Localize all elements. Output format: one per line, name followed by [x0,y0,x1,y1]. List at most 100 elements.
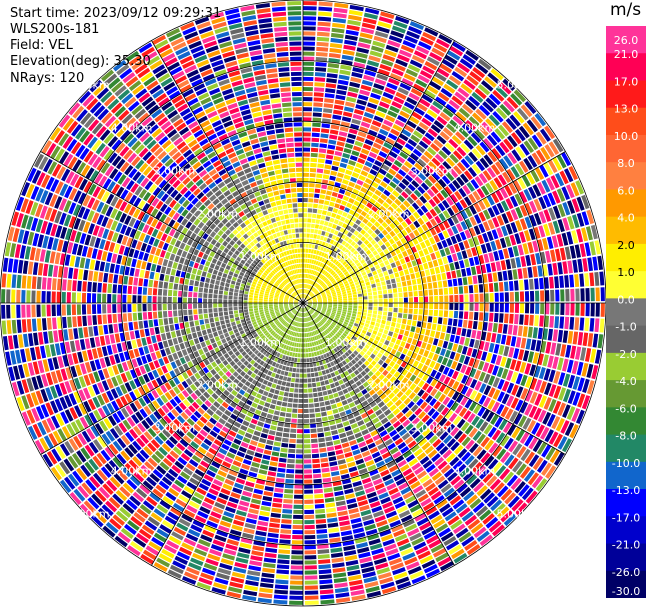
velocity-gate [278,324,283,329]
velocity-gate [310,347,314,352]
velocity-gate [83,500,96,513]
velocity-gate [360,84,372,92]
velocity-gate [55,413,65,427]
velocity-gate [332,207,339,214]
velocity-gate [261,459,270,465]
velocity-gate [303,147,311,152]
velocity-gate [296,449,303,454]
velocity-gate [490,333,497,343]
velocity-gate [313,301,318,303]
velocity-gate [388,168,397,176]
velocity-gate [173,418,182,428]
velocity-gate [435,414,444,424]
velocity-gate [515,146,526,159]
velocity-gate [378,327,384,333]
velocity-gate [357,290,362,294]
velocity-gate [159,461,170,471]
velocity-gate [217,567,232,576]
velocity-gate [362,218,369,225]
velocity-gate [394,533,408,542]
velocity-gate [535,252,542,265]
velocity-gate [346,186,354,192]
velocity-gate [571,407,581,423]
velocity-gate [309,321,312,326]
velocity-gate [320,268,325,274]
velocity-gate [428,467,439,477]
velocity-gate [336,269,342,275]
velocity-gate [417,380,425,388]
velocity-gate [310,293,314,297]
velocity-gate [382,344,388,350]
velocity-gate [72,470,84,484]
velocity-gate [342,111,353,118]
velocity-gate [331,349,336,355]
velocity-gate [383,303,388,307]
velocity-gate [236,323,242,328]
velocity-gate [279,353,284,359]
velocity-gate [228,393,235,401]
velocity-gate [297,413,303,419]
velocity-gate [271,314,276,317]
velocity-gate [260,411,268,418]
velocity-gate [119,384,128,395]
velocity-gate [259,360,265,366]
velocity-gate [493,282,499,292]
velocity-gate [360,187,368,194]
velocity-gate [429,267,436,275]
velocity-gate [359,556,372,564]
velocity-gate [570,182,580,197]
velocity-gate [308,285,311,290]
velocity-gate [344,488,354,495]
velocity-gate [420,36,434,46]
velocity-gate [330,424,337,431]
velocity-gate [309,292,313,296]
velocity-gate [236,360,243,367]
velocity-gate [509,313,514,324]
velocity-gate [296,444,303,449]
velocity-gate [400,275,406,282]
velocity-gate [473,202,482,213]
velocity-gate [409,344,416,352]
velocity-gate [291,342,295,347]
velocity-gate [402,419,411,428]
velocity-gate [87,496,100,510]
velocity-gate [404,556,418,566]
velocity-gate [374,189,382,197]
velocity-gate [568,165,579,181]
velocity-gate [310,309,314,313]
velocity-gate [352,325,358,330]
velocity-gate [393,303,398,308]
velocity-gate [373,295,378,299]
velocity-gate [390,348,397,355]
velocity-gate [151,536,165,547]
velocity-gate [478,173,488,184]
velocity-gate [306,305,311,309]
velocity-gate [516,446,527,459]
velocity-gate [301,313,303,318]
velocity-gate [442,210,451,219]
velocity-gate [207,344,214,351]
velocity-gate [325,260,330,265]
velocity-gate [487,273,493,283]
velocity-gate [516,463,527,476]
velocity-gate [363,296,368,300]
velocity-gate [463,285,469,294]
velocity-gate [488,283,494,293]
velocity-gate [363,576,378,584]
velocity-gate [378,232,385,239]
velocity-gate [269,320,274,325]
velocity-gate [307,297,311,301]
velocity-gate [522,267,528,279]
velocity-gate [458,241,465,251]
velocity-gate [373,326,379,332]
velocity-gate [257,319,262,324]
velocity-gate [396,215,404,223]
velocity-gate [542,411,552,425]
velocity-gate [371,367,378,374]
velocity-gate [309,310,313,314]
velocity-gate [469,294,474,302]
velocity-gate [403,242,410,250]
velocity-gate [382,473,392,482]
velocity-gate [310,308,315,312]
velocity-gate [178,518,191,527]
